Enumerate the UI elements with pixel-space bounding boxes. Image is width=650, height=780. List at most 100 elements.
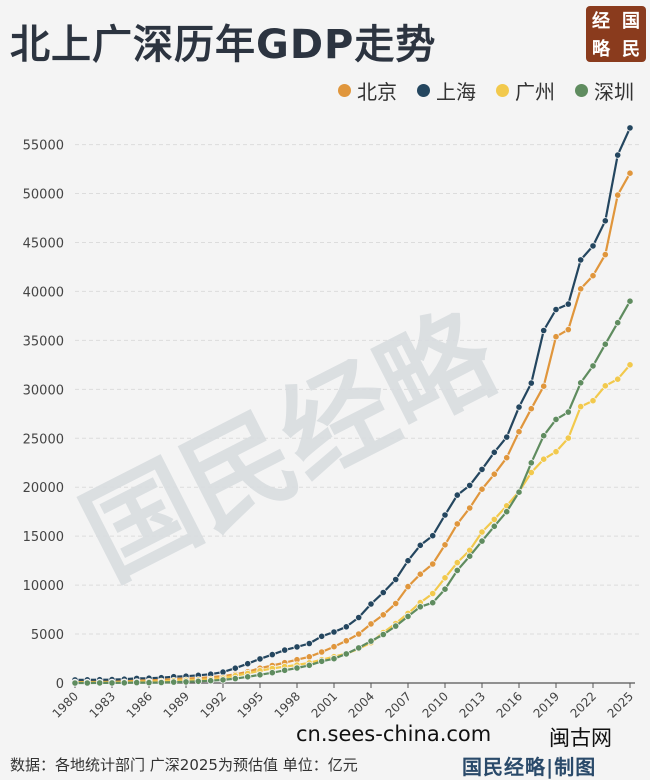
y-tick-label: 20000 bbox=[23, 481, 64, 496]
data-point bbox=[256, 671, 264, 679]
legend-dot-icon bbox=[417, 84, 430, 97]
data-point bbox=[564, 300, 572, 308]
data-point bbox=[564, 408, 572, 416]
data-point bbox=[552, 333, 560, 341]
data-point bbox=[601, 217, 609, 225]
data-point bbox=[342, 637, 350, 645]
brand-char: 国 bbox=[622, 11, 640, 32]
data-point bbox=[404, 612, 412, 621]
data-point bbox=[268, 650, 276, 659]
series-上海 bbox=[71, 124, 634, 684]
data-point bbox=[379, 611, 387, 619]
x-tick-label: 1983 bbox=[87, 689, 118, 720]
legend-dot-icon bbox=[575, 84, 588, 97]
data-point bbox=[503, 454, 511, 462]
data-point bbox=[429, 599, 437, 607]
data-point bbox=[96, 679, 104, 687]
x-tick-label: 2004 bbox=[346, 689, 377, 720]
data-point bbox=[404, 582, 412, 591]
footer-site: cn.sees-china.com bbox=[296, 722, 492, 746]
legend-item-guangzhou: 广州 bbox=[496, 76, 555, 105]
data-point bbox=[256, 655, 264, 663]
data-point bbox=[231, 664, 239, 672]
y-tick-label: 25000 bbox=[23, 432, 64, 447]
data-point bbox=[293, 664, 301, 672]
data-point bbox=[478, 485, 486, 493]
data-point bbox=[318, 648, 326, 656]
data-point bbox=[392, 599, 400, 608]
legend-label: 北京 bbox=[357, 80, 397, 104]
data-point bbox=[589, 272, 597, 280]
data-point bbox=[478, 528, 486, 536]
data-point bbox=[318, 632, 326, 640]
data-point bbox=[367, 637, 375, 645]
data-point bbox=[157, 678, 165, 687]
data-point bbox=[564, 434, 572, 442]
data-point bbox=[429, 532, 437, 540]
data-point bbox=[490, 448, 498, 456]
data-point bbox=[330, 643, 338, 651]
chart-legend: 北京 上海 广州 深圳 bbox=[338, 76, 634, 105]
data-point bbox=[614, 151, 622, 159]
data-point bbox=[601, 251, 609, 259]
data-point bbox=[441, 574, 449, 582]
data-point bbox=[330, 655, 338, 663]
data-point bbox=[589, 242, 597, 250]
data-point bbox=[527, 459, 535, 467]
data-point bbox=[453, 558, 461, 567]
data-point bbox=[540, 455, 548, 463]
data-point bbox=[490, 522, 498, 530]
data-point bbox=[367, 600, 375, 608]
x-tick-label: 1998 bbox=[272, 689, 303, 720]
data-point bbox=[614, 319, 622, 327]
x-tick-label: 1995 bbox=[235, 689, 266, 720]
data-point bbox=[145, 678, 153, 687]
data-point bbox=[194, 677, 202, 685]
data-point bbox=[392, 622, 400, 630]
data-point bbox=[527, 405, 535, 413]
data-point bbox=[503, 508, 511, 516]
data-point bbox=[219, 676, 227, 684]
data-point bbox=[441, 541, 449, 549]
data-point bbox=[429, 560, 437, 568]
data-point bbox=[453, 566, 461, 575]
data-point bbox=[527, 379, 535, 387]
y-tick-label: 30000 bbox=[23, 383, 64, 398]
x-tick-label: 1986 bbox=[124, 689, 155, 720]
x-tick-label: 2007 bbox=[383, 689, 414, 720]
data-point bbox=[342, 623, 350, 631]
y-tick-label: 5000 bbox=[31, 628, 64, 643]
x-tick-label: 2001 bbox=[309, 689, 340, 720]
legend-label: 上海 bbox=[436, 80, 476, 104]
legend-item-shenzhen: 深圳 bbox=[575, 76, 634, 105]
data-point bbox=[577, 379, 585, 387]
data-point bbox=[589, 397, 597, 405]
footer-site-name: 闽古网 bbox=[549, 726, 612, 750]
data-point bbox=[626, 169, 634, 177]
data-point bbox=[515, 428, 523, 436]
data-point bbox=[83, 679, 91, 687]
data-point bbox=[540, 326, 548, 335]
x-tick-label: 2022 bbox=[568, 689, 599, 720]
data-point bbox=[120, 679, 128, 687]
series-layer bbox=[71, 124, 634, 687]
y-tick-label: 0 bbox=[56, 677, 64, 692]
legend-label: 深圳 bbox=[594, 80, 634, 104]
legend-dot-icon bbox=[496, 84, 509, 97]
data-point bbox=[626, 361, 634, 369]
data-point bbox=[626, 124, 634, 132]
data-point bbox=[404, 557, 412, 565]
data-point bbox=[614, 191, 622, 199]
y-tick-label: 40000 bbox=[23, 285, 64, 300]
data-point bbox=[207, 677, 215, 685]
data-point bbox=[305, 653, 313, 661]
data-point bbox=[515, 403, 523, 411]
data-point bbox=[416, 541, 424, 549]
x-tick-label: 1980 bbox=[50, 689, 81, 720]
data-point bbox=[614, 375, 622, 383]
data-point bbox=[466, 481, 474, 489]
page-title: 北上广深历年GDP走势 bbox=[10, 22, 437, 68]
data-point bbox=[453, 491, 461, 499]
y-tick-label: 10000 bbox=[23, 579, 64, 594]
